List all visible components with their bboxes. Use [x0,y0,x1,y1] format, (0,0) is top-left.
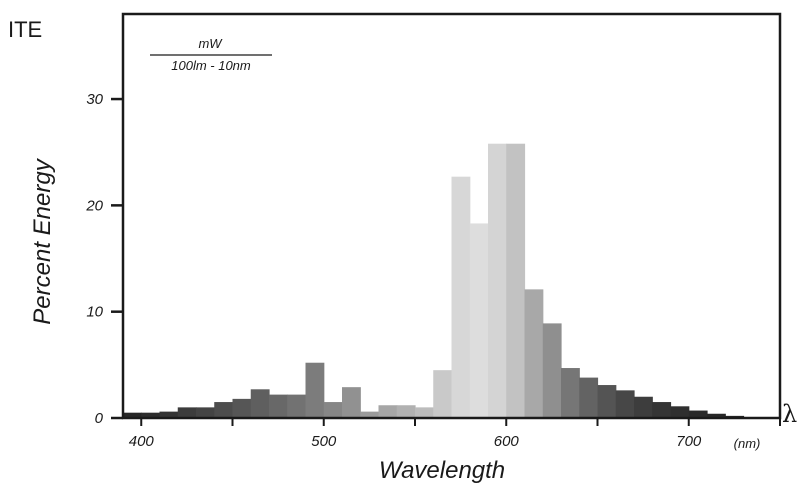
x-tick-label-400: 400 [129,433,155,450]
x-tick-label-700: 700 [676,433,702,450]
spectrum-bar-510 [342,387,361,418]
spectrum-bar-600 [506,143,526,418]
spectrum-bar-490 [305,362,325,418]
spectrum-bar-500 [323,402,343,418]
x-axis-ticks: 400 500 600 700 [129,418,781,450]
spectrum-bar-620 [542,323,562,418]
spectrum-bar-400 [141,412,161,418]
spectrum-bar-540 [396,405,416,418]
spectrum-bar-520 [360,411,380,418]
unit-numerator: mW [198,36,223,51]
spectrum-bar-430 [196,407,215,418]
y-axis-ticks: 0 10 20 30 [85,91,123,427]
spectrum-bar-710 [707,413,726,418]
spectrum-bar-640 [579,377,599,418]
spectrum-bar-450 [232,398,252,418]
x-axis-label: Wavelength [379,457,505,484]
x-unit-label: (nm) [734,436,761,451]
spectrum-bar-530 [378,405,398,418]
spectrum-bar-580 [469,223,489,418]
spectrum-bar-590 [488,143,507,418]
y-tick-label-30: 30 [86,91,103,108]
spectrum-bar-560 [433,370,453,418]
spectrum-bar-650 [597,385,617,418]
plot-frame [121,12,782,420]
y-tick-label-0: 0 [95,410,104,427]
y-tick-label-20: 20 [85,197,103,214]
x-tick-label-600: 600 [494,433,520,450]
spectrum-bar-550 [415,407,434,418]
spectrum-bar-700 [688,410,708,418]
unit-denominator: 100lm - 10nm [171,58,251,73]
spectrum-bar-630 [561,368,580,418]
lambda-symbol: λ [782,400,797,428]
spectrum-bar-570 [451,176,471,418]
spectrum-bar-390 [123,412,142,418]
spectrum-bar-410 [159,411,179,418]
y-axis-label: Percent Energy [29,157,56,324]
spectrum-bar-440 [214,402,234,418]
chart-title: ITE [8,17,42,42]
x-tick-label-500: 500 [311,433,337,450]
spectrum-bar-460 [250,389,270,418]
spectrum-bar-480 [287,394,307,418]
spectrum-bar-470 [269,394,288,418]
spectrum-bar-610 [524,289,544,418]
spectrum-bar-670 [634,396,653,418]
spectrum-bar-680 [652,402,672,418]
bar-series [123,143,745,418]
spectrum-bar-420 [177,407,197,418]
y-tick-label-10: 10 [86,304,103,321]
spectrum-bar-660 [615,390,635,418]
spectrum-bar-690 [670,406,690,418]
